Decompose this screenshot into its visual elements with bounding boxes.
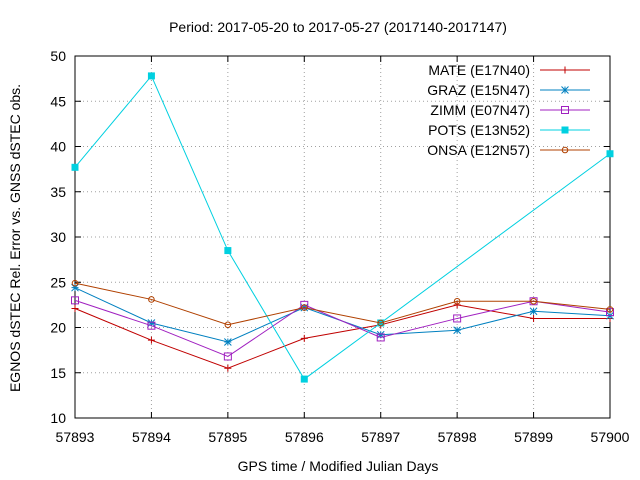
legend-marker <box>561 66 569 74</box>
data-point <box>147 321 156 330</box>
y-tick-label: 35 <box>50 184 66 200</box>
data-point <box>71 296 79 305</box>
data-point <box>376 330 385 339</box>
data-point <box>530 314 538 322</box>
legend-marker <box>561 146 569 154</box>
x-tick-label: 57894 <box>132 429 171 445</box>
data-point <box>453 297 461 305</box>
data-point <box>606 150 614 158</box>
legend: MATE (E17N40) GRAZ (E15N47) ZIMM (E07N47) P… <box>427 62 590 158</box>
chart-title: Period: 2017-05-20 to 2017-05-27 (201714… <box>169 19 507 35</box>
data-point <box>71 163 79 171</box>
x-tick-label: 57896 <box>285 429 324 445</box>
data-point <box>300 334 308 342</box>
x-tick-label: 57899 <box>514 429 553 445</box>
data-point <box>224 338 232 346</box>
y-tick-label: 30 <box>50 229 66 245</box>
y-tick-label: 25 <box>50 274 66 290</box>
legend-label: MATE (E17N40) <box>428 62 530 78</box>
legend-label: GRAZ (E15N47) <box>427 82 530 98</box>
x-axis-label: GPS time / Modified Julian Days <box>238 458 439 474</box>
data-point <box>147 319 156 327</box>
data-point <box>453 326 461 335</box>
y-tick-label: 40 <box>50 139 66 155</box>
data-point <box>606 306 614 313</box>
legend-item: ZIMM (E07N47) <box>430 102 590 118</box>
data-point <box>530 297 537 305</box>
data-point <box>71 283 79 292</box>
data-point <box>224 364 232 372</box>
x-tick-label: 57898 <box>438 429 477 445</box>
legend-label: ZIMM (E07N47) <box>430 102 530 118</box>
y-tick-label: 15 <box>50 365 66 381</box>
data-point <box>453 301 461 309</box>
series-line <box>74 304 610 369</box>
data-point <box>300 304 308 311</box>
x-tick-label: 57895 <box>208 429 247 445</box>
data-point <box>606 308 614 317</box>
legend-label: ONSA (E12N57) <box>427 142 530 158</box>
y-tick-label: 20 <box>50 320 66 336</box>
x-tick-label: 57897 <box>361 429 400 445</box>
data-point <box>224 247 232 255</box>
series-pots <box>71 72 614 383</box>
legend-marker <box>561 126 569 134</box>
y-tick-label: 50 <box>50 48 66 64</box>
data-point <box>224 321 232 329</box>
data-point <box>453 314 462 323</box>
data-point <box>300 375 308 383</box>
x-tick-label: 57900 <box>591 429 630 445</box>
data-point <box>223 352 232 361</box>
data-point <box>148 296 155 303</box>
series-layer <box>71 72 614 383</box>
data-point <box>147 336 155 344</box>
data-point <box>71 304 79 312</box>
legend-label: POTS (E13N52) <box>428 122 530 138</box>
legend-item: GRAZ (E15N47) <box>427 82 590 98</box>
series-line <box>74 74 611 380</box>
x-tick-label: 57893 <box>56 429 95 445</box>
grid <box>75 56 610 418</box>
legend-item: MATE (E17N40) <box>428 62 590 78</box>
y-tick-label: 10 <box>50 410 66 426</box>
legend-item: POTS (E13N52) <box>428 122 590 138</box>
data-point <box>376 333 385 342</box>
data-point <box>377 319 385 327</box>
data-point <box>71 279 79 287</box>
legend-marker <box>561 86 569 94</box>
axes: 10 15 20 25 30 35 40 45 50 57893 57894 57895 57896 57… <box>50 48 629 445</box>
series-zimm <box>71 296 614 361</box>
data-point <box>529 307 538 316</box>
legend-item: ONSA (E12N57) <box>427 142 590 158</box>
y-tick-label: 45 <box>50 93 66 109</box>
data-point <box>147 72 155 80</box>
data-point <box>300 300 309 309</box>
series-line <box>74 282 611 326</box>
legend-marker <box>561 106 569 114</box>
y-axis-label: EGNOS dSTEC Rel. Error vs. GNSS dSTEC ob… <box>7 84 23 392</box>
series-onsa <box>71 279 614 329</box>
series-line <box>74 299 611 358</box>
